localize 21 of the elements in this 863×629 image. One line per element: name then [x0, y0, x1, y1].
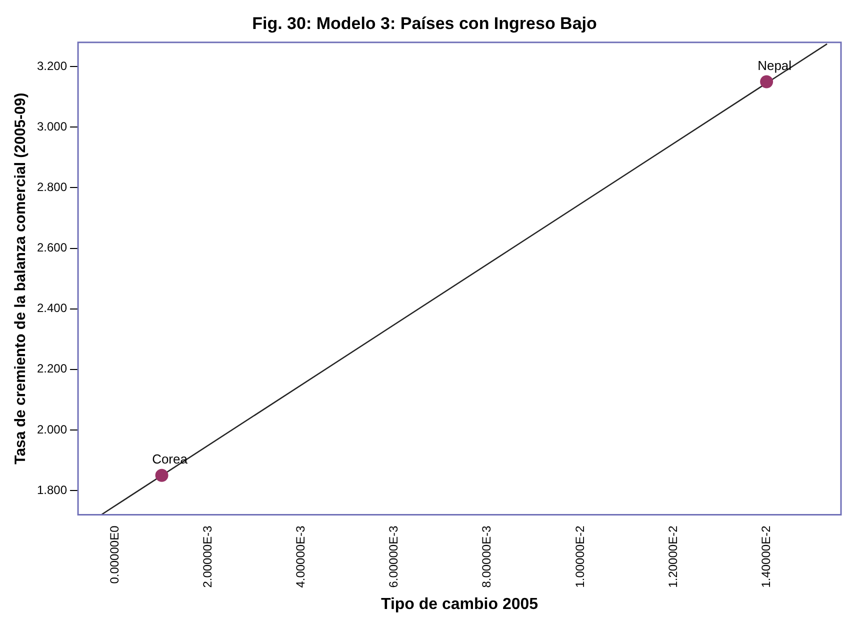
annotation: Nepal	[758, 58, 792, 73]
x-tick-label: 1.40000E-2	[758, 525, 773, 588]
x-axis-title: Tipo de cambio 2005	[380, 596, 538, 613]
y-tick-label: 2.400	[37, 301, 68, 316]
x-tick-label: 2.00000E-3	[200, 525, 215, 588]
y-tick-label: 3.200	[37, 58, 68, 73]
y-tick-label: 2.800	[37, 180, 68, 194]
x-tick-label: 1.00000E-2	[572, 525, 587, 588]
x-tick-label: 8.00000E-3	[480, 525, 494, 588]
y-tick-label: 2.200	[37, 362, 68, 376]
y-tick-label: 1.800	[37, 482, 68, 497]
chart-title: Fig. 30: Modelo 3: Países con Ingreso Bajo	[252, 14, 597, 33]
y-axis-title: Tasa de cremiento de la balanza comercial (2005-09)	[12, 92, 30, 464]
y-tick-label: 2.000	[37, 422, 68, 436]
x-tick-label: 0.00000E0	[108, 525, 122, 584]
x-tick-label: 6.00000E-3	[386, 525, 401, 588]
y-tick-label: 3.000	[37, 119, 68, 134]
y-tick-label: 2.600	[37, 240, 68, 255]
x-tick-label: 1.20000E-2	[666, 525, 680, 588]
annotation: Corea	[152, 451, 188, 466]
x-tick-label: 4.00000E-3	[294, 525, 308, 588]
